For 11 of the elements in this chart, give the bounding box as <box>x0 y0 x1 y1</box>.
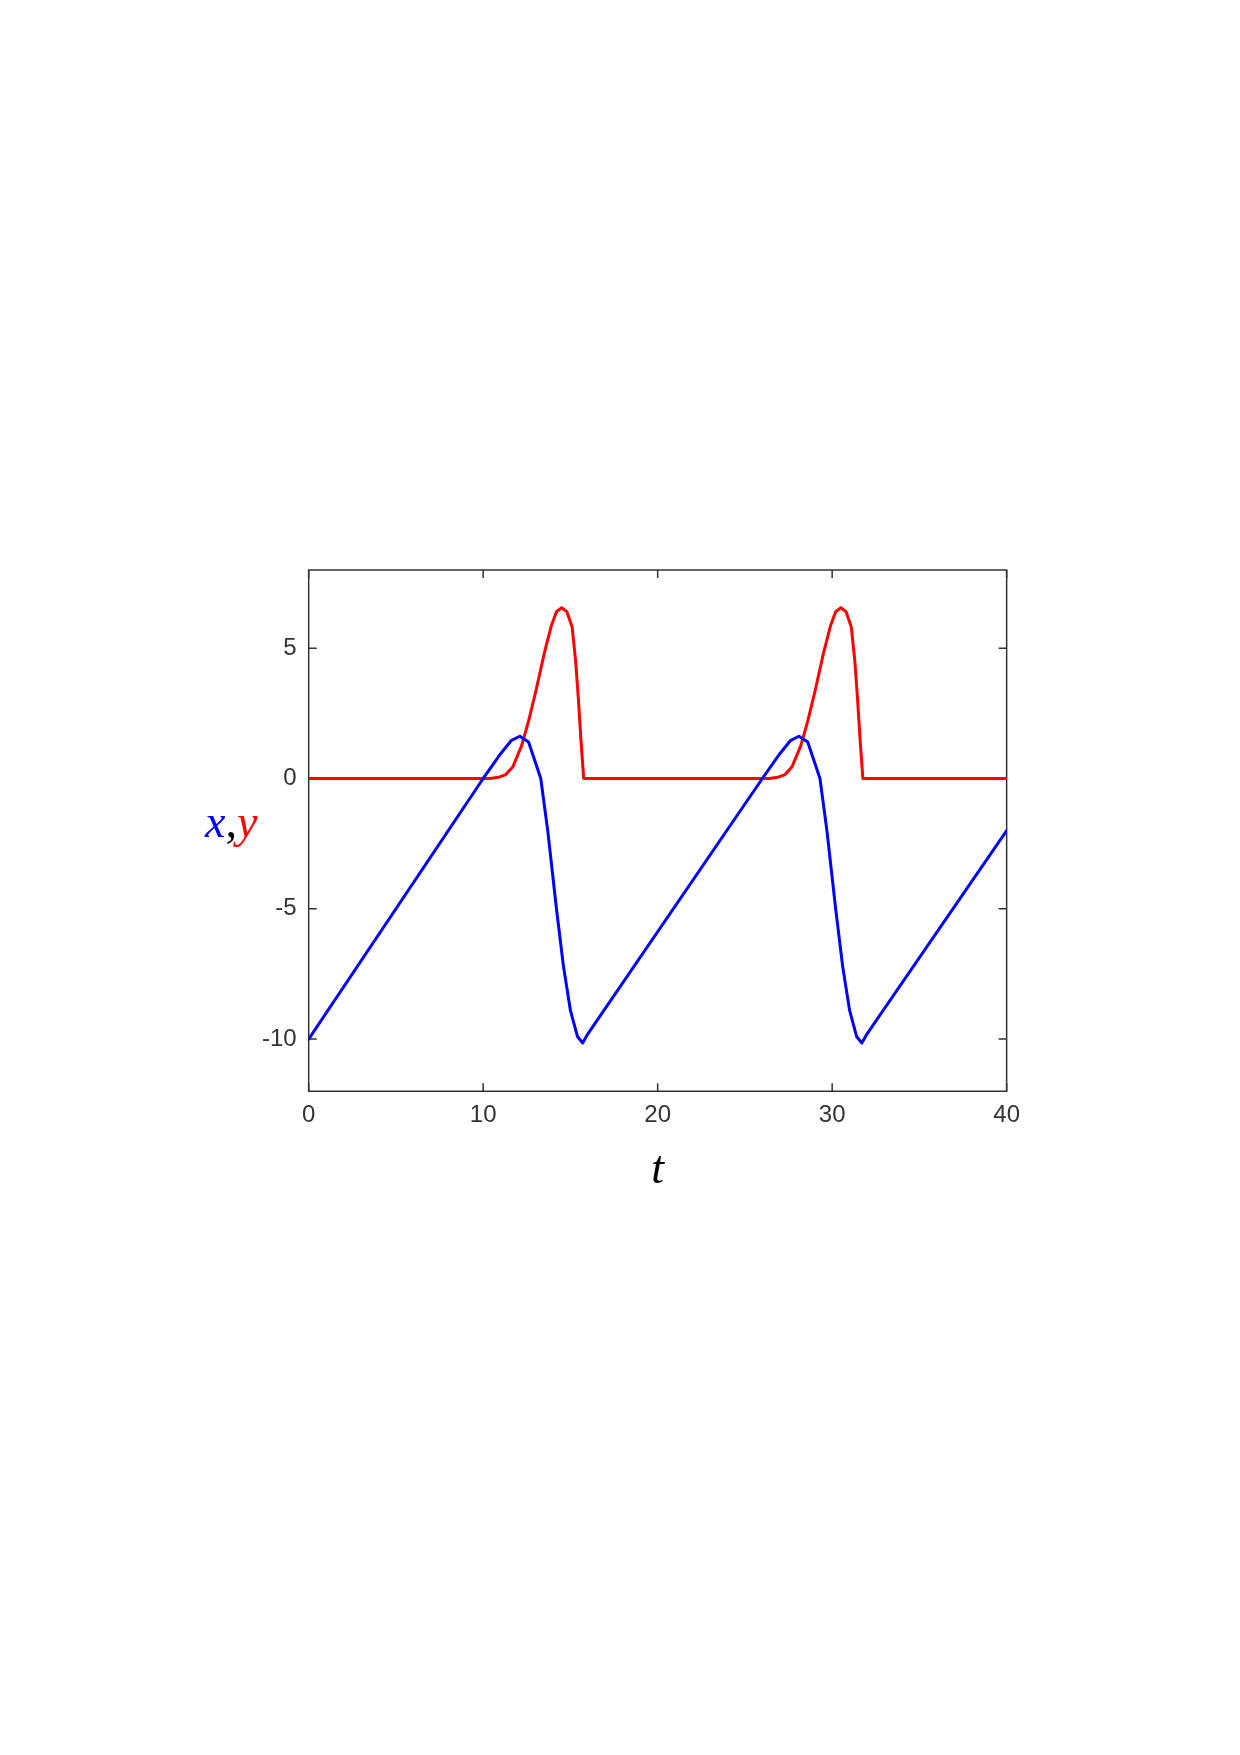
y-tick-label: -10 <box>262 1023 297 1051</box>
x-tick-label: 10 <box>469 1100 497 1128</box>
x-tick-label: 20 <box>644 1100 672 1128</box>
y-tick-label: 5 <box>283 632 297 660</box>
y-tick-label: 0 <box>283 763 297 791</box>
x-tick-label: 30 <box>818 1100 846 1128</box>
y-axis-title: x,y <box>205 796 258 847</box>
y-tick-label: -5 <box>275 893 297 921</box>
x-tick-label: 0 <box>302 1100 316 1128</box>
x-tick-label: 40 <box>993 1100 1020 1128</box>
x-axis-title: t <box>650 1141 666 1195</box>
